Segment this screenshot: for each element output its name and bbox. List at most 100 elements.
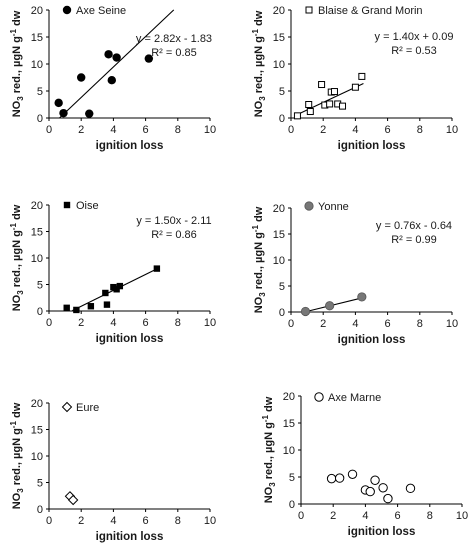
x-tick-label: 8 — [175, 317, 181, 329]
y-tick-label: 5 — [289, 472, 295, 484]
y-axis-label: NO3 red., µgN g-1 dw — [9, 204, 25, 311]
y-tick-label: 20 — [31, 5, 43, 17]
data-point — [110, 283, 117, 291]
x-tick-label: 2 — [320, 124, 326, 136]
data-point — [73, 306, 80, 314]
legend-marker — [62, 5, 72, 15]
y-axis-label: NO3 red., µgN g-1 dw — [251, 10, 267, 117]
x-axis-label: ignition loss — [338, 140, 406, 152]
x-tick-label: 10 — [204, 515, 216, 527]
data-point — [67, 494, 79, 506]
data-point — [405, 483, 416, 494]
y-tick-label: 20 — [273, 5, 285, 17]
y-tick-label: 10 — [31, 253, 43, 265]
y-tick-label: 0 — [289, 499, 295, 511]
y-tick-label: 15 — [31, 425, 43, 437]
scatter-panel-6: 0 5 10 15 20 0 2 4 6 8 10 ignition loss NO3 red., µg… — [261, 391, 468, 538]
data-point — [113, 286, 120, 293]
data-point — [153, 265, 161, 272]
y-tick-label: 0 — [37, 113, 43, 125]
x-tick-label: 8 — [427, 510, 433, 522]
regression-equation: y = 0.76x - 0.64 — [376, 220, 452, 232]
y-tick-label: 5 — [37, 478, 43, 490]
data-point — [104, 50, 113, 59]
y-tick-label: 20 — [31, 200, 43, 212]
regression-equation: y = 1.50x - 2.11 — [136, 215, 211, 227]
legend-marker — [314, 392, 324, 402]
data-point — [116, 282, 124, 290]
y-tick-label: 20 — [31, 398, 43, 410]
x-tick-label: 0 — [288, 318, 294, 330]
scatter-panel-1: 0 5 10 15 20 0 2 4 6 8 10 ignition loss NO3 red., µg… — [9, 5, 216, 152]
data-point — [358, 72, 366, 80]
legend-marker — [304, 201, 314, 211]
data-point — [112, 53, 121, 62]
legend-label: Axe Marne — [328, 392, 381, 404]
y-tick-label: 5 — [279, 281, 285, 293]
x-tick-label: 6 — [143, 317, 149, 329]
data-point — [326, 100, 334, 108]
x-tick-label: 4 — [110, 317, 116, 329]
legend-marker — [61, 401, 73, 413]
data-point — [306, 108, 314, 116]
y-tick-label: 10 — [273, 59, 285, 71]
x-tick-label: 8 — [175, 124, 181, 136]
y-tick-label: 10 — [273, 255, 285, 267]
y-tick-label: 5 — [37, 86, 43, 98]
data-point — [339, 102, 347, 110]
x-tick-label: 4 — [352, 318, 358, 330]
x-axis-label: ignition loss — [96, 333, 164, 345]
x-tick-label: 6 — [143, 515, 149, 527]
x-tick-label: 4 — [110, 124, 116, 136]
data-point — [63, 304, 70, 312]
x-tick-label: 8 — [417, 318, 423, 330]
data-point — [370, 475, 380, 485]
x-tick-label: 2 — [320, 318, 326, 330]
legend-label: Eure — [76, 402, 99, 414]
x-tick-label: 4 — [362, 510, 368, 522]
y-axis-label: NO3 red., µgN g-1 dw — [261, 396, 277, 503]
y-tick-label: 15 — [31, 32, 43, 44]
x-axis-label: ignition loss — [348, 526, 416, 538]
legend-marker — [63, 201, 71, 209]
y-axis-label: NO3 red., µgN g-1 dw — [9, 10, 25, 117]
y-tick-label: 0 — [37, 306, 43, 318]
x-tick-label: 6 — [395, 510, 401, 522]
scatter-panel-3: 0 5 10 15 20 0 2 4 6 8 10 ignition loss NO3 red., µg… — [9, 200, 216, 345]
regression-equation: y = 2.82x - 1.83 — [136, 33, 212, 45]
data-point — [325, 301, 335, 311]
x-tick-label: 2 — [78, 317, 84, 329]
y-tick-label: 20 — [283, 391, 295, 403]
y-tick-label: 10 — [31, 59, 43, 71]
data-point — [293, 112, 301, 120]
y-tick-label: 20 — [273, 203, 285, 215]
scatter-panel-4: 0 5 10 15 20 0 2 4 6 8 10 ignition loss NO3 red., µg… — [251, 201, 458, 346]
data-point — [318, 81, 326, 89]
data-point — [347, 469, 358, 479]
y-tick-label: 5 — [37, 280, 43, 292]
scatter-panel-5: 0 5 10 15 20 0 2 4 6 8 10 ignition loss NO3 red., µg… — [9, 398, 216, 543]
data-point — [59, 108, 68, 118]
regression-equation: y = 1.40x + 0.09 — [375, 31, 454, 43]
legend-label: Oise — [76, 200, 99, 212]
data-point — [365, 486, 375, 497]
x-tick-label: 10 — [446, 124, 458, 136]
data-point — [351, 83, 359, 91]
data-point — [330, 88, 338, 96]
x-tick-label: 8 — [417, 124, 423, 136]
x-tick-label: 10 — [456, 510, 468, 522]
data-point — [357, 292, 367, 302]
x-tick-label: 4 — [352, 124, 358, 136]
y-tick-label: 15 — [31, 227, 43, 239]
x-tick-label: 0 — [298, 510, 304, 522]
legend-label: Blaise & Grand Morin — [318, 5, 423, 17]
x-tick-label: 2 — [330, 510, 336, 522]
y-tick-label: 10 — [283, 445, 295, 457]
data-point — [334, 473, 345, 483]
r-squared-label: R² = 0.99 — [391, 234, 437, 246]
x-tick-label: 0 — [288, 124, 294, 136]
legend-marker — [305, 6, 313, 14]
x-tick-label: 8 — [175, 515, 181, 527]
data-point — [383, 493, 393, 504]
